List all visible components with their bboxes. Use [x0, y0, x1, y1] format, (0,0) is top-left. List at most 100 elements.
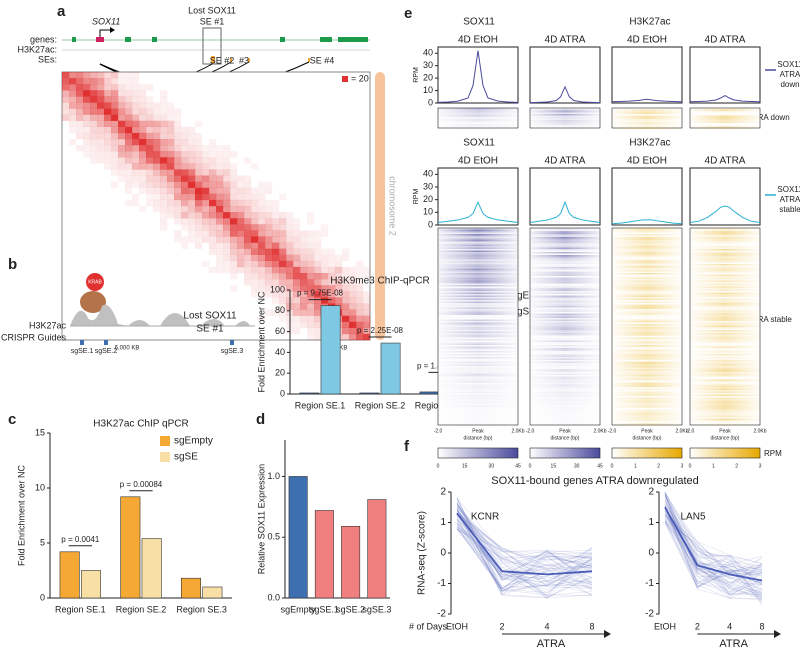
hic-cell	[237, 206, 245, 213]
y-tick-label: 30	[423, 60, 433, 70]
heatmap-row	[612, 411, 682, 413]
heatmap-row	[530, 237, 600, 239]
heatmap-row	[690, 361, 760, 363]
colorbar-tick: 2	[657, 463, 660, 469]
heatmap-row	[612, 306, 682, 308]
hic-cell	[62, 72, 70, 79]
heatmap-row	[438, 238, 518, 240]
gene-line	[664, 506, 763, 595]
hic-cell	[188, 169, 196, 176]
heatmap-row	[613, 114, 682, 116]
hic-cell	[83, 90, 91, 97]
heatmap-row	[530, 351, 600, 353]
heatmap-row	[439, 315, 518, 317]
hic-cell	[223, 206, 231, 213]
hic-cell	[181, 126, 189, 134]
hic-cell	[104, 132, 112, 140]
hic-cell	[342, 279, 350, 286]
heatmap-row	[530, 385, 600, 387]
hic-cell	[328, 285, 336, 292]
plot-frame	[611, 46, 683, 104]
heatmap-row	[612, 307, 682, 309]
hic-cell	[279, 297, 287, 304]
gene-line	[664, 513, 763, 586]
se-label: #3	[239, 55, 249, 65]
hic-cell	[153, 163, 161, 170]
y-tick-label: -2	[437, 609, 446, 620]
hic-cell	[258, 315, 266, 322]
hic-cell	[188, 218, 196, 225]
hic-cell	[272, 309, 280, 316]
heatmap-row	[612, 400, 682, 402]
heatmap-row	[438, 357, 518, 359]
chart-title: 4D EtOH	[627, 35, 667, 46]
hic-cell	[118, 132, 126, 140]
gene-line	[456, 523, 593, 589]
heatmap-row	[612, 243, 682, 245]
hic-cell	[230, 199, 238, 207]
heatmap-row	[438, 283, 518, 285]
heatmap-row	[691, 329, 760, 331]
hic-cell	[251, 266, 259, 274]
gene-line	[456, 522, 593, 596]
hic-cell	[62, 84, 70, 91]
hic-cell	[209, 212, 217, 219]
hic-cell	[314, 230, 322, 237]
heatmap-row	[690, 393, 760, 395]
y-tick-label: 0.5	[267, 532, 280, 542]
hic-cell	[139, 102, 147, 109]
heatmap-row	[530, 373, 600, 375]
cell-line-label: KCNR	[471, 512, 499, 523]
bar	[288, 476, 308, 599]
hic-cell	[167, 139, 175, 146]
hic-cell	[90, 108, 98, 115]
gene-line	[456, 502, 593, 588]
gene-line	[456, 519, 593, 593]
colorbar-tick: 15	[462, 463, 468, 469]
heatmap-row	[690, 247, 760, 249]
hic-cell	[195, 236, 203, 243]
hic-cell	[153, 126, 161, 134]
hic-cell	[307, 327, 315, 335]
hic-cell	[132, 199, 140, 207]
heatmap-row	[438, 342, 518, 344]
gene-line	[456, 529, 593, 582]
hic-cell	[188, 230, 196, 237]
hic-cell	[195, 199, 203, 207]
heatmap-row	[690, 295, 760, 297]
hic-cell	[125, 181, 133, 188]
heatmap-row	[530, 340, 600, 342]
heatmap-row	[438, 405, 518, 407]
hic-cell	[363, 315, 371, 322]
colorbar	[611, 447, 683, 459]
hic-cell	[237, 199, 245, 207]
heatmap-row	[439, 128, 518, 130]
hic-cell	[153, 132, 161, 140]
heatmap-row	[530, 298, 600, 300]
hic-cell	[181, 193, 189, 201]
heatmap-row	[612, 126, 682, 128]
hic-cell	[349, 309, 357, 316]
hic-cell	[153, 114, 161, 121]
hic-cell	[139, 145, 147, 152]
heatmap-row	[438, 252, 518, 254]
heatmap-row	[530, 117, 600, 119]
gene-line	[664, 492, 763, 565]
heatmap-row	[530, 313, 600, 315]
hic-cell	[258, 230, 266, 237]
x-tick-label: 2.0Kb	[675, 428, 688, 434]
heatmap-row	[438, 234, 518, 236]
profile-line	[529, 85, 601, 104]
hic-cell	[153, 108, 161, 115]
hic-cell	[307, 309, 315, 316]
hic-cell	[251, 285, 259, 292]
legend-label: = 20	[351, 73, 369, 83]
heatmap-row	[690, 276, 760, 278]
heatmap-row	[690, 228, 760, 230]
heatmap-row	[438, 300, 518, 302]
heatmap-row	[439, 390, 518, 392]
hic-cell	[62, 108, 70, 115]
heatmap-row	[531, 344, 600, 346]
gene-line	[664, 493, 763, 593]
hic-cell	[258, 248, 266, 255]
